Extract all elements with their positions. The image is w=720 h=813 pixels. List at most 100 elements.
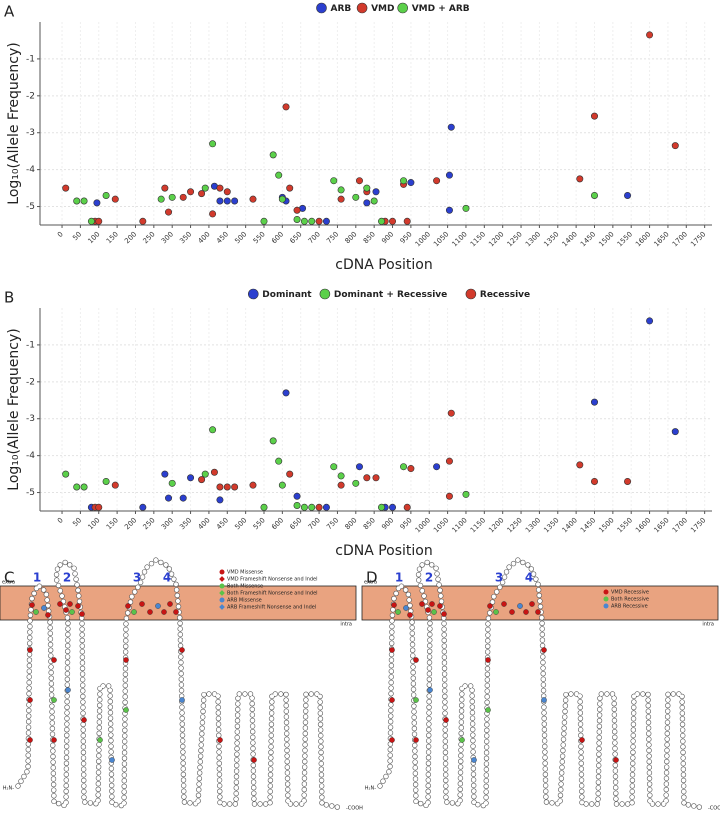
data-point xyxy=(161,470,169,478)
variant-residue xyxy=(51,737,57,743)
variant-residue xyxy=(27,697,33,703)
variant-residue xyxy=(179,697,185,703)
helix-number: 3 xyxy=(133,571,141,585)
variant-residue xyxy=(123,657,129,663)
variant-residue xyxy=(69,609,75,615)
data-point xyxy=(300,217,308,225)
legend-marker xyxy=(319,288,331,300)
x-tick-label: 1200 xyxy=(487,516,505,534)
data-point xyxy=(400,463,408,471)
data-point xyxy=(315,217,323,225)
legend-label: VMD + ARB xyxy=(412,4,470,14)
legend-label: Both Frameshift Nonsense and Indel xyxy=(227,591,318,597)
data-point xyxy=(260,503,268,511)
data-point xyxy=(389,503,397,511)
data-point xyxy=(201,470,209,478)
x-tick-label: 1350 xyxy=(542,516,560,534)
legend-marker xyxy=(219,590,225,596)
data-point xyxy=(445,206,453,214)
data-point xyxy=(179,193,187,201)
x-tick-label: 1000 xyxy=(414,230,432,248)
variant-residue xyxy=(179,647,185,653)
x-tick-label: 350 xyxy=(178,516,193,531)
data-point xyxy=(168,193,176,201)
data-point xyxy=(102,477,110,485)
data-point xyxy=(286,470,294,478)
variant-residue xyxy=(441,611,447,617)
x-tick-label: 1500 xyxy=(597,230,615,248)
data-point xyxy=(447,409,455,417)
data-point xyxy=(187,188,195,196)
x-tick-label: 1700 xyxy=(671,516,689,534)
data-point xyxy=(139,503,147,511)
data-point xyxy=(576,175,584,183)
variant-residue xyxy=(487,603,493,609)
x-tick-label: 400 xyxy=(197,516,212,531)
data-point xyxy=(462,490,470,498)
data-point xyxy=(337,186,345,194)
data-point xyxy=(646,31,654,39)
x-tick-label: 600 xyxy=(270,516,285,531)
y-tick-label: -5 xyxy=(26,488,35,498)
x-tick-label: 250 xyxy=(142,516,157,531)
data-point xyxy=(223,188,231,196)
variant-residue xyxy=(459,737,465,743)
data-point xyxy=(231,197,239,205)
variant-residue xyxy=(413,657,419,663)
x-tick-label: 1150 xyxy=(469,230,487,248)
variant-residue xyxy=(541,647,547,653)
data-point xyxy=(165,208,173,216)
variant-residue xyxy=(413,697,419,703)
data-point xyxy=(216,197,224,205)
data-point xyxy=(216,184,224,192)
helix-number: 2 xyxy=(425,571,433,585)
variant-residue xyxy=(173,609,179,615)
x-tick-label: 50 xyxy=(71,230,83,242)
data-point xyxy=(378,503,386,511)
y-axis-title: Log₁₀(Allele Frequency) xyxy=(6,328,22,490)
residue-chain xyxy=(15,557,345,811)
x-tick-label: 850 xyxy=(362,230,377,245)
x-tick-label: 1350 xyxy=(542,230,560,248)
x-tick-label: 1550 xyxy=(616,516,634,534)
variant-residue xyxy=(131,609,137,615)
data-point xyxy=(322,217,330,225)
legend-marker xyxy=(465,288,477,300)
variant-residue xyxy=(27,647,33,653)
variant-residue xyxy=(75,603,81,609)
variant-residue xyxy=(509,609,515,615)
data-point xyxy=(165,494,173,502)
data-point xyxy=(315,503,323,511)
variant-residue xyxy=(109,757,115,763)
data-point xyxy=(209,140,217,148)
helix-number: 2 xyxy=(63,571,71,585)
variant-residue xyxy=(125,603,131,609)
data-point xyxy=(282,389,290,397)
x-tick-label: 850 xyxy=(362,516,377,531)
data-point xyxy=(209,210,217,218)
variant-residue xyxy=(65,687,71,693)
variant-residue xyxy=(443,717,449,723)
data-point xyxy=(275,171,283,179)
x-axis-title: cDNA Position xyxy=(335,543,433,559)
x-tick-label: 1400 xyxy=(561,516,579,534)
data-point xyxy=(198,476,206,484)
data-point xyxy=(646,317,654,325)
variant-residue xyxy=(403,605,409,611)
data-point xyxy=(187,474,195,482)
legend-label: ARB Frameshift Nonsense and Indel xyxy=(227,605,316,611)
data-point xyxy=(161,184,169,192)
x-tick-label: 1650 xyxy=(652,516,670,534)
n-terminus: H₂N- xyxy=(365,786,377,792)
variant-residue xyxy=(51,657,57,663)
y-tick-label: -2 xyxy=(26,91,35,101)
c-terminus: -COOH xyxy=(346,806,363,812)
data-point xyxy=(249,481,257,489)
data-point xyxy=(210,468,218,476)
data-point xyxy=(111,481,119,489)
x-tick-label: 750 xyxy=(325,230,340,245)
data-point xyxy=(278,195,286,203)
helix-number: 4 xyxy=(525,571,533,585)
data-point xyxy=(269,151,277,159)
variant-residue xyxy=(389,647,395,653)
